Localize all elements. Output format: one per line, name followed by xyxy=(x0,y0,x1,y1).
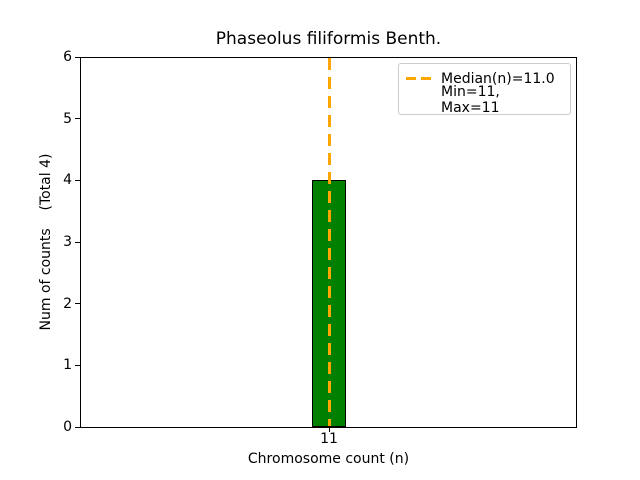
y-tick-mark xyxy=(75,118,80,120)
x-axis-label: Chromosome count (n) xyxy=(247,451,410,467)
legend-label-minmax: Min=11, Max=11 xyxy=(441,83,500,116)
x-tick-label: 11 xyxy=(320,431,338,447)
y-tick-mark xyxy=(75,241,80,243)
median-dashed-line-sample-icon xyxy=(406,77,431,80)
y-tick-mark xyxy=(75,56,80,58)
chart-title: Phaseolus filiformis Benth. xyxy=(215,29,442,49)
x-tick-mark xyxy=(328,427,330,432)
y-tick-label: 2 xyxy=(63,295,72,312)
y-tick-mark xyxy=(75,364,80,366)
legend-label-median: Median(n)=11.0 xyxy=(441,70,555,87)
legend: Median(n)=11.0 Min=11, Max=11 xyxy=(398,63,571,116)
y-tick-label: 3 xyxy=(63,234,72,250)
y-axis-label: Num of counts (Total 4) xyxy=(38,153,54,331)
y-tick-label: 5 xyxy=(63,110,72,127)
y-tick-mark xyxy=(75,303,80,305)
y-tick-label: 0 xyxy=(63,419,72,435)
legend-row-minmax: Min=11, Max=11 xyxy=(406,84,562,116)
median-line xyxy=(327,58,331,426)
y-tick-label: 4 xyxy=(63,172,72,189)
legend-row-median: Median(n)=11.0 xyxy=(406,68,562,89)
y-tick-label: 1 xyxy=(63,357,72,374)
legend-spacer xyxy=(406,98,431,101)
y-tick-label: 6 xyxy=(63,49,72,65)
y-tick-mark xyxy=(75,426,80,428)
y-tick-mark xyxy=(75,179,80,181)
